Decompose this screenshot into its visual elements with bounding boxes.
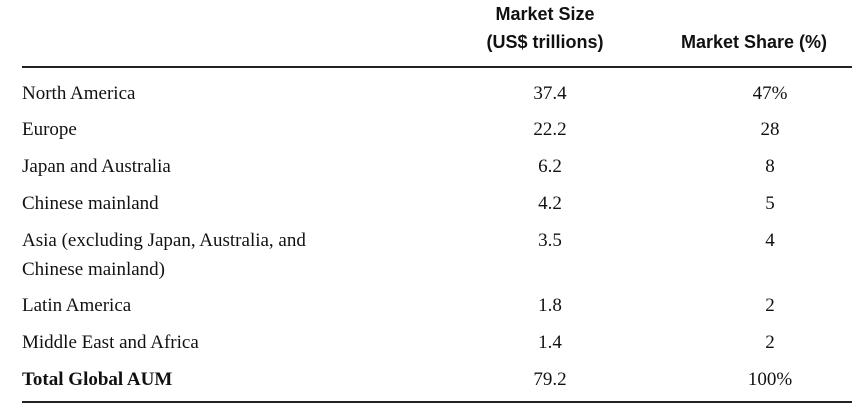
market-size-header-line2: (US$ trillions)	[486, 32, 604, 52]
market-share-cell: 2	[765, 295, 775, 316]
market-share-cell: 2	[765, 332, 775, 353]
market-size-cell: 37.4	[533, 83, 567, 104]
market-size-cell: 1.8	[538, 295, 562, 316]
market-size-header-line1: Market Size	[495, 4, 595, 24]
market-share-cell: 8	[765, 156, 775, 177]
total-market-size: 79.2	[533, 369, 567, 390]
region-cell: Japan and Australia	[22, 156, 171, 177]
market-size-header: Market Size (US$ trillions)	[470, 0, 620, 56]
market-share-cell: 5	[765, 193, 775, 214]
market-share-cell: 47%	[752, 83, 788, 104]
total-market-share: 100%	[747, 369, 793, 390]
region-cell: Europe	[22, 119, 77, 140]
market-size-cell: 4.2	[538, 193, 562, 214]
market-share-cell: 4	[765, 230, 775, 251]
region-cell-line2: Chinese mainland)	[22, 259, 165, 280]
region-cell-line1: Asia (excluding Japan, Australia, and	[22, 230, 306, 251]
market-size-cell: 1.4	[538, 332, 562, 353]
market-share-header: Market Share (%)	[680, 32, 828, 52]
bottom-rule	[22, 401, 852, 403]
region-cell: Chinese mainland	[22, 193, 159, 214]
region-cell: Latin America	[22, 295, 132, 316]
table-header: Market Size (US$ trillions) Market Share…	[22, 0, 852, 68]
total-label: Total Global AUM	[22, 369, 173, 390]
market-share-cell: 28	[760, 119, 780, 140]
market-size-cell: 6.2	[538, 156, 562, 177]
aum-table: Market Size (US$ trillions) Market Share…	[22, 0, 852, 390]
market-size-cell: 22.2	[533, 119, 567, 140]
region-cell: Middle East and Africa	[22, 332, 199, 353]
region-cell: Asia (excluding Japan, Australia, and Ch…	[22, 226, 402, 284]
market-size-cell: 3.5	[538, 230, 562, 251]
region-cell: North America	[22, 83, 136, 104]
